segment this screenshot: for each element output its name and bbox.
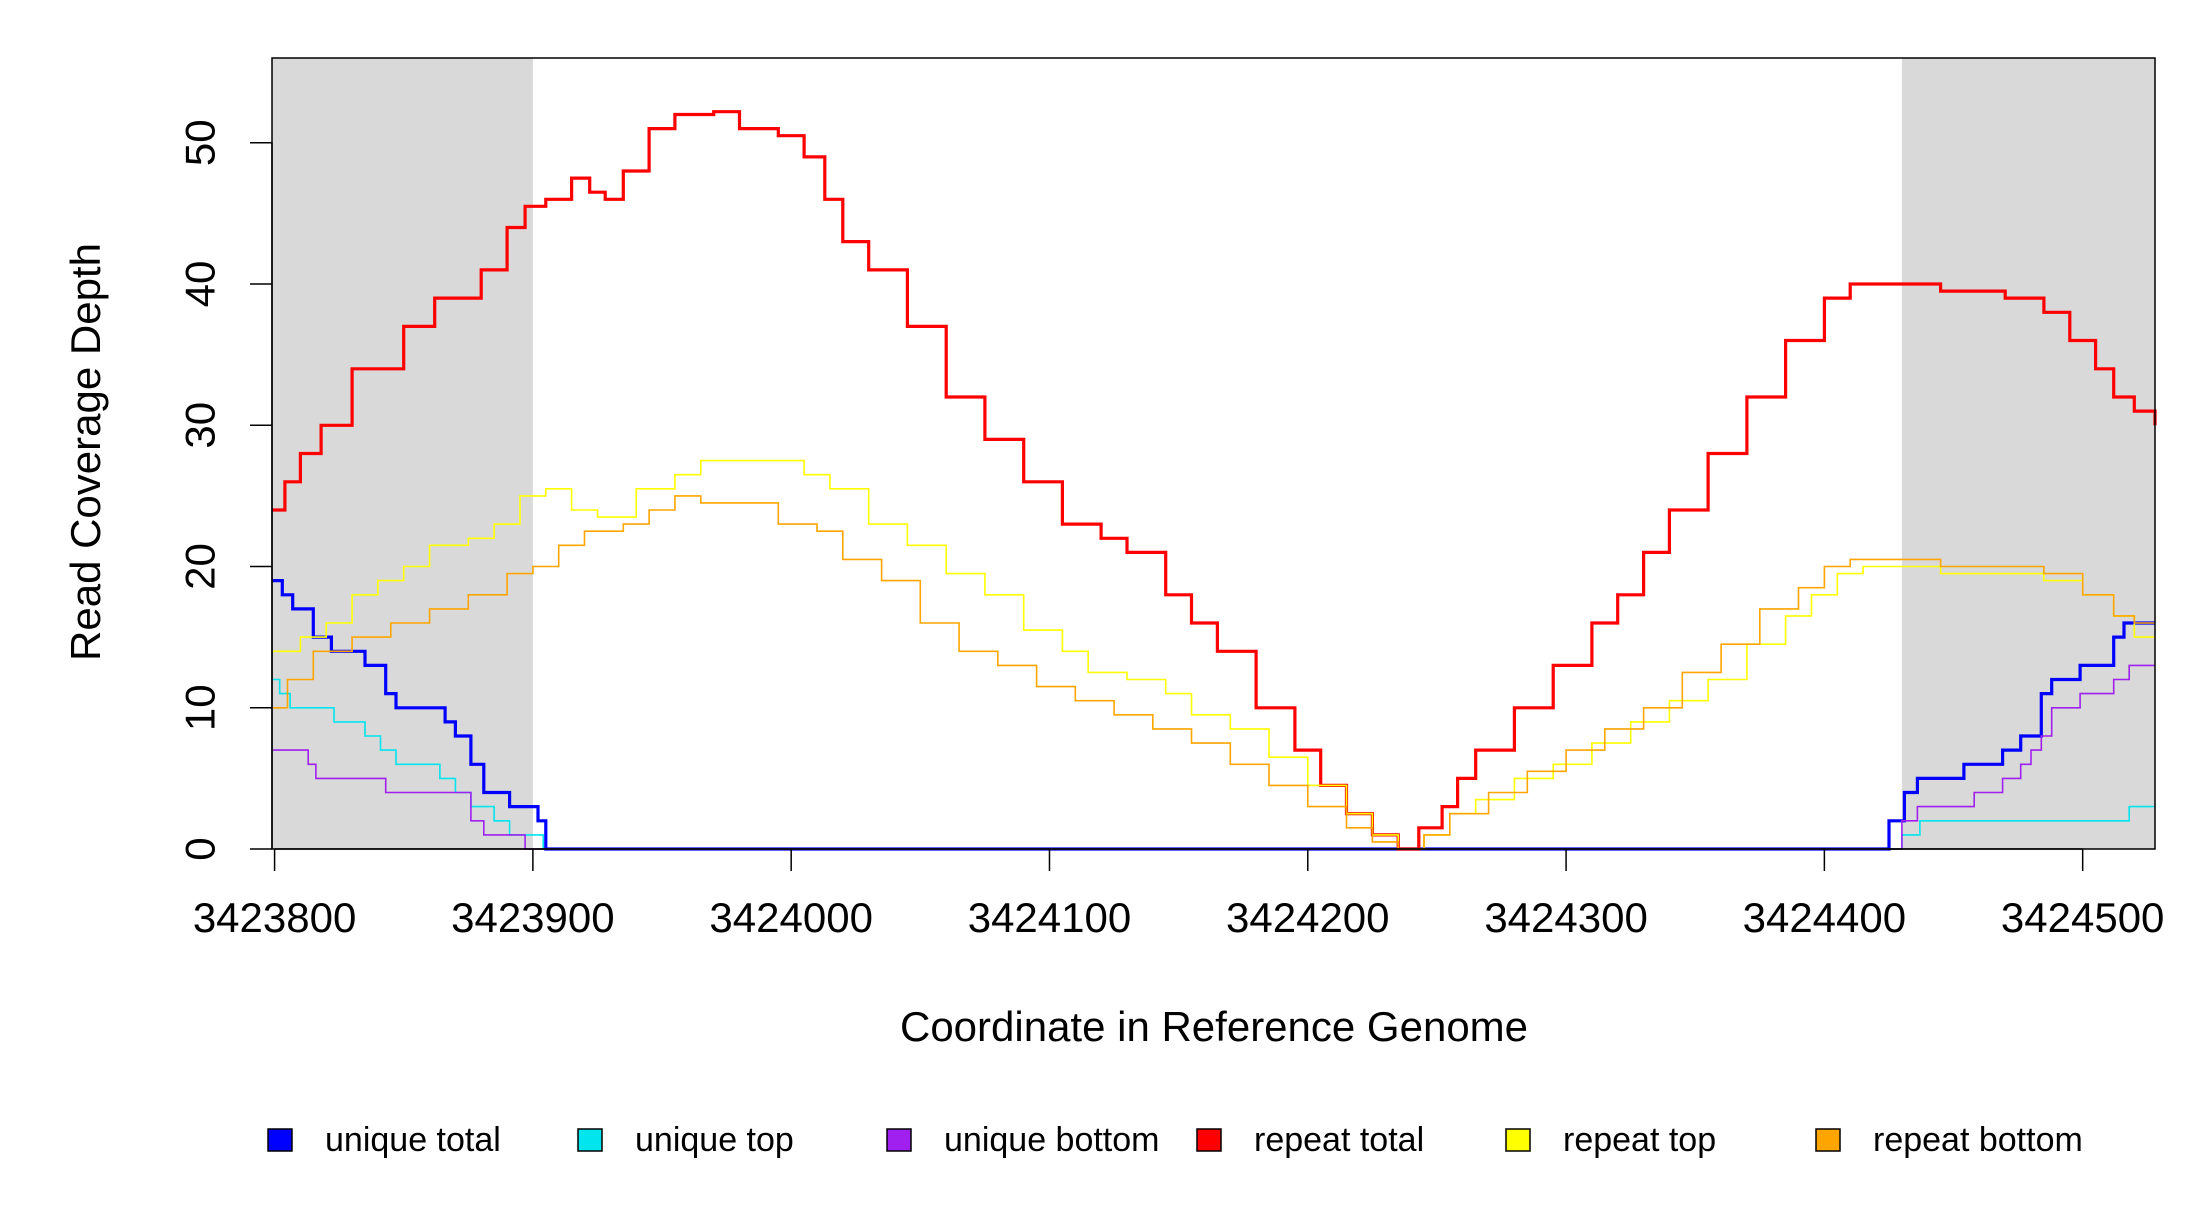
y-tick-label-20: 20 [177, 543, 224, 590]
series-line-unique-top [272, 678, 2155, 850]
y-tick-label-10: 10 [177, 684, 224, 731]
legend: unique total unique top unique bottom repea… [267, 1121, 2083, 1159]
legend-label-repeat-bottom: repeat bottom [1873, 1121, 2083, 1159]
y-tick-label-30: 30 [177, 402, 224, 449]
series-lines [272, 110, 2157, 851]
legend-label-unique-top: unique top [635, 1121, 794, 1159]
shaded-region-2 [1901, 58, 2155, 849]
x-tick-label-3424000: 3424000 [709, 894, 873, 941]
legend-swatch-repeat-top [1505, 1128, 1531, 1152]
series-line-repeat-total [272, 110, 2157, 851]
y-tick-label-50: 50 [177, 119, 224, 166]
shaded-regions [272, 58, 2155, 849]
y-tick-label-0: 0 [177, 837, 224, 860]
legend-swatch-repeat-bottom [1815, 1128, 1841, 1152]
legend-swatch-unique-total [267, 1128, 293, 1152]
y-axis-label: Read Coverage Depth [62, 243, 109, 661]
x-tick-label-3423800: 3423800 [193, 894, 357, 941]
x-tick-label-3424200: 3424200 [1226, 894, 1390, 941]
legend-label-repeat-total: repeat total [1254, 1121, 1424, 1159]
legend-label-unique-bottom: unique bottom [944, 1121, 1160, 1159]
x-tick-label-3424300: 3424300 [1484, 894, 1648, 941]
x-tick-label-3424100: 3424100 [968, 894, 1132, 941]
x-tick-label-3423900: 3423900 [451, 894, 615, 941]
y-axis: 0 10 20 30 40 50 [177, 119, 273, 861]
x-tick-label-3424500: 3424500 [2001, 894, 2165, 941]
legend-swatch-unique-bottom [886, 1128, 912, 1152]
x-tick-label-3424400: 3424400 [1743, 894, 1907, 941]
x-axis-label: Coordinate in Reference Genome [900, 1003, 1528, 1050]
legend-swatch-unique-top [577, 1128, 603, 1152]
legend-label-repeat-top: repeat top [1563, 1121, 1716, 1159]
series-line-unique-bottom [272, 664, 2155, 850]
series-line-unique-total [272, 579, 2155, 851]
legend-swatch-repeat-total [1196, 1128, 1222, 1152]
y-tick-label-40: 40 [177, 261, 224, 308]
legend-label-unique-total: unique total [325, 1121, 501, 1159]
plot-frame [271, 57, 2156, 850]
series-line-repeat-top [272, 459, 2155, 850]
x-axis: 3423800 3423900 3424000 3424100 3424200 34243… [193, 848, 2165, 941]
series-line-repeat-bottom [272, 495, 2155, 850]
